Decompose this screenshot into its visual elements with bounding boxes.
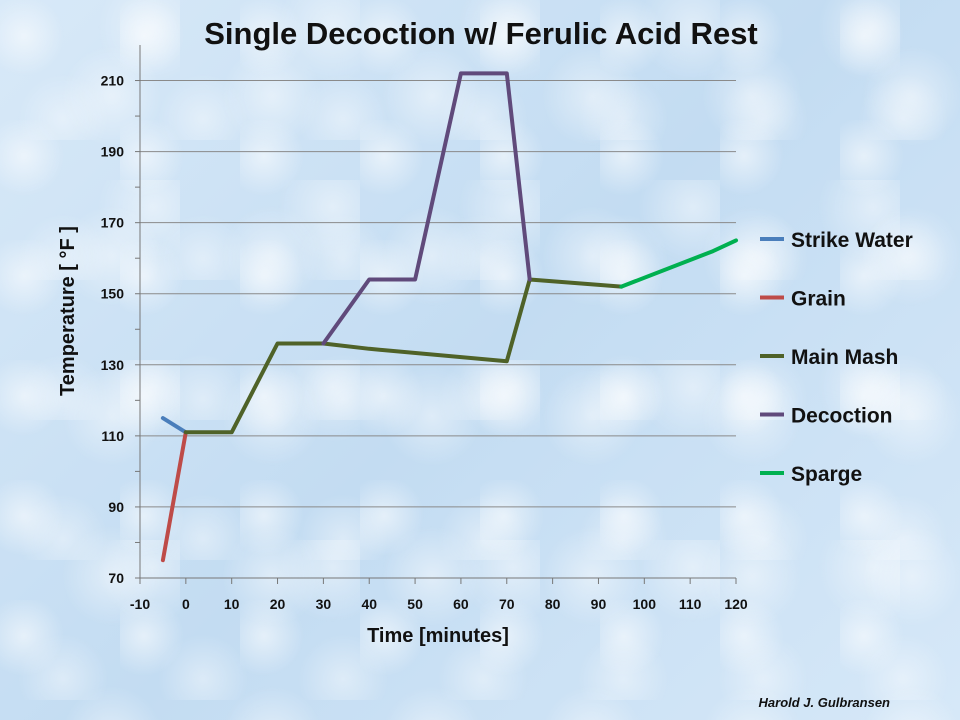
series-line-sparge — [619, 238, 738, 289]
x-tick-label: 120 — [724, 596, 748, 612]
x-tick-label: 50 — [407, 596, 423, 612]
legend-label-strike-water: Strike Water — [791, 229, 913, 252]
y-tick-label: 150 — [101, 286, 125, 302]
series-line-decoction — [321, 71, 532, 346]
series-line-main-mash — [183, 277, 624, 435]
series-line-strike-water — [160, 416, 188, 435]
x-tick-label: 100 — [633, 596, 657, 612]
x-tick-label: 30 — [316, 596, 332, 612]
series-line-grain — [160, 430, 188, 563]
legend-label-grain: Grain — [791, 288, 846, 311]
x-tick-label: 90 — [591, 596, 607, 612]
y-axis-label: Temperature [ °F ] — [57, 226, 79, 396]
x-tick-label: 60 — [453, 596, 469, 612]
y-tick-label: 190 — [101, 144, 125, 160]
y-tick-label: 110 — [101, 428, 124, 444]
series-lines — [160, 71, 738, 563]
author-credit: Harold J. Gulbransen — [758, 695, 890, 710]
x-tick-label: 80 — [545, 596, 561, 612]
y-tick-label: 210 — [101, 73, 125, 89]
x-tick-labels: -10 0 10 20 30 40 50 60 70 80 90 100 110 120 — [130, 596, 748, 612]
gridlines — [140, 80, 736, 508]
x-tick-label: 70 — [499, 596, 515, 612]
legend-label-decoction: Decoction — [791, 405, 893, 428]
x-tick-label: 20 — [270, 596, 286, 612]
y-tick-label: 90 — [108, 499, 124, 515]
y-tick-label: 130 — [101, 357, 125, 373]
x-tick-label: 40 — [361, 596, 377, 612]
x-axis-label: Time [minutes] — [367, 625, 509, 647]
y-tick-label: 170 — [101, 215, 125, 231]
y-tick-label: 70 — [108, 570, 124, 586]
legend: Strike Water Grain Main Mash Decoction Sparg… — [760, 229, 913, 486]
x-tick-label: -10 — [130, 596, 150, 612]
legend-label-main-mash: Main Mash — [791, 346, 898, 369]
axes — [135, 45, 737, 584]
x-tick-label: 0 — [182, 596, 190, 612]
x-tick-label: 10 — [224, 596, 240, 612]
chart-title: Single Decoction w/ Ferulic Acid Rest — [204, 16, 758, 51]
y-tick-labels: 70 90 110 130 150 170 190 210 — [101, 73, 125, 586]
legend-label-sparge: Sparge — [791, 463, 862, 486]
x-tick-label: 110 — [679, 596, 702, 612]
